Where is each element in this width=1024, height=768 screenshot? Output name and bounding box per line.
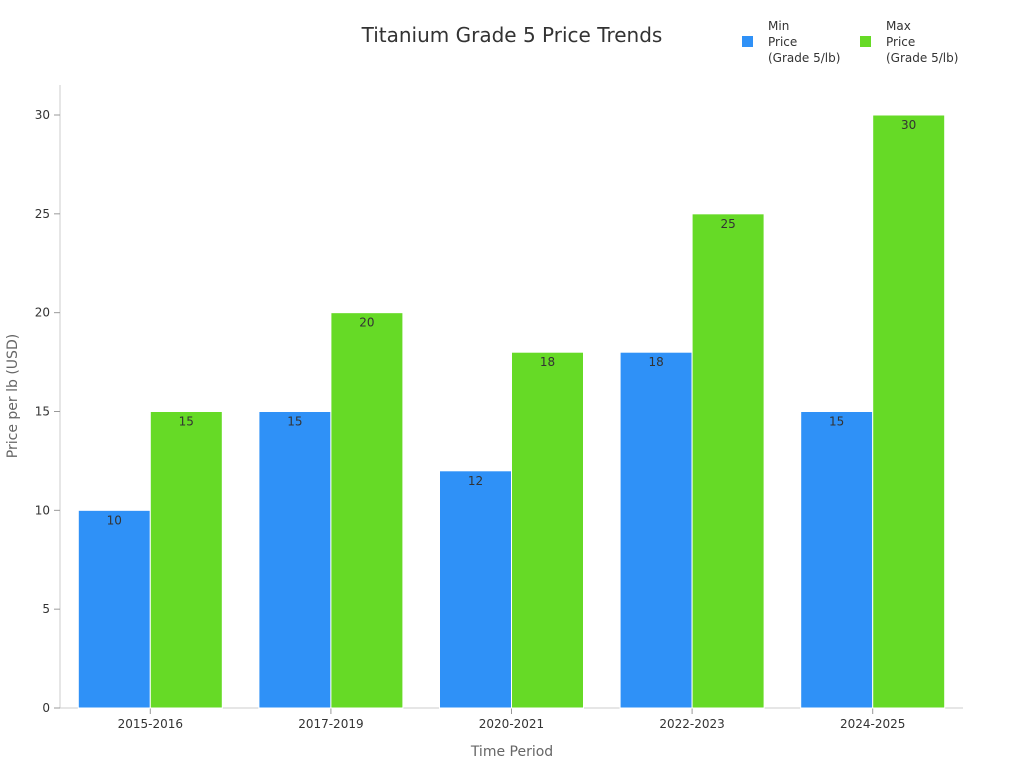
y-tick-label: 5 bbox=[42, 602, 50, 616]
data-label: 18 bbox=[648, 355, 663, 369]
bar-max-2020-2021 bbox=[511, 351, 584, 709]
data-label: 25 bbox=[720, 217, 735, 231]
bar-max-2022-2023 bbox=[691, 213, 765, 709]
data-label: 30 bbox=[901, 118, 916, 132]
y-tick-label: 10 bbox=[35, 503, 50, 517]
legend-label: Price bbox=[886, 35, 915, 49]
y-tick-label: 0 bbox=[42, 701, 50, 715]
y-tick-label: 25 bbox=[35, 207, 50, 221]
data-label: 12 bbox=[468, 474, 483, 488]
x-tick-label: 2022-2023 bbox=[659, 717, 724, 731]
bar-max-2017-2019 bbox=[330, 312, 404, 709]
bar-min-2017-2019 bbox=[258, 411, 332, 709]
chart-title: Titanium Grade 5 Price Trends bbox=[361, 23, 663, 47]
x-tick-label: 2015-2016 bbox=[118, 717, 183, 731]
legend-swatch bbox=[860, 36, 871, 47]
x-tick-label: 2020-2021 bbox=[479, 717, 544, 731]
y-tick-label: 30 bbox=[35, 108, 50, 122]
x-tick-label: 2024-2025 bbox=[840, 717, 905, 731]
x-tick-label: 2017-2019 bbox=[298, 717, 363, 731]
data-label: 15 bbox=[829, 415, 844, 429]
data-label: 15 bbox=[179, 415, 194, 429]
bar-min-2020-2021 bbox=[439, 470, 512, 709]
x-axis-label: Time Period bbox=[470, 744, 553, 760]
bar-min-2024-2025 bbox=[800, 411, 874, 709]
y-tick-label: 15 bbox=[35, 405, 50, 419]
bar-min-2022-2023 bbox=[619, 351, 693, 709]
data-label: 15 bbox=[287, 415, 302, 429]
legend-swatch bbox=[742, 36, 753, 47]
data-label: 18 bbox=[540, 355, 555, 369]
bar-max-2024-2025 bbox=[872, 114, 946, 709]
y-tick-label: 20 bbox=[35, 306, 50, 320]
legend-label: Min bbox=[768, 19, 789, 33]
bar-min-2015-2016 bbox=[77, 509, 151, 709]
legend-label: Price bbox=[768, 35, 797, 49]
y-axis-label: Price per lb (USD) bbox=[5, 334, 21, 458]
data-label: 20 bbox=[359, 316, 374, 330]
data-label: 10 bbox=[107, 513, 122, 527]
legend-label: (Grade 5/lb) bbox=[768, 51, 840, 65]
bar-max-2015-2016 bbox=[149, 411, 223, 709]
legend-label: (Grade 5/lb) bbox=[886, 51, 958, 65]
legend-label: Max bbox=[886, 19, 911, 33]
